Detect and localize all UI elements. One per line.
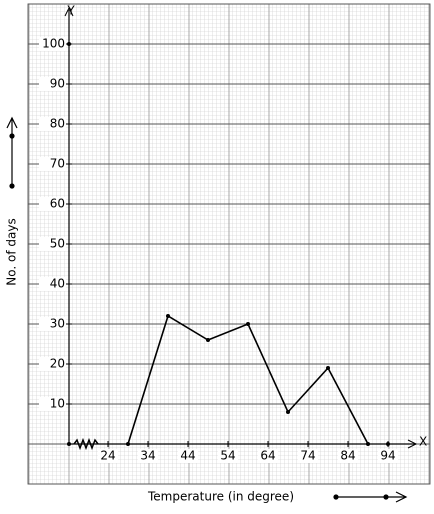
y-axis-name: Y	[66, 4, 75, 18]
point	[366, 442, 370, 446]
point	[286, 410, 290, 414]
point	[166, 314, 170, 318]
y-arrow	[64, 6, 74, 17]
label-bg	[39, 397, 66, 411]
y-tick-label: 60	[50, 197, 65, 211]
label-bg	[98, 449, 118, 463]
x-axis-name: X	[419, 435, 427, 449]
label-bg	[39, 117, 66, 131]
label-bg	[138, 449, 158, 463]
point	[246, 322, 250, 326]
x-arrow	[407, 439, 418, 449]
label-bg	[39, 237, 66, 251]
label-bg	[39, 37, 66, 51]
axis-dot	[386, 442, 390, 446]
major-grid	[28, 3, 430, 485]
point	[326, 366, 330, 370]
y-tick-label: 30	[50, 317, 65, 331]
y-tick-label: 40	[50, 277, 65, 291]
label-bg	[258, 449, 278, 463]
x-tick-label: 84	[340, 449, 355, 463]
y-tick-label: 70	[50, 157, 65, 171]
x-tick-label: 64	[260, 449, 275, 463]
label-bg	[39, 157, 66, 171]
label-bg	[298, 449, 318, 463]
label-bg	[39, 317, 66, 331]
origin-dot	[67, 442, 71, 446]
y-tick-label: 20	[50, 357, 65, 371]
label-bg	[39, 77, 66, 91]
x-tick-label: 54	[220, 449, 235, 463]
x-tick-label: 44	[180, 449, 195, 463]
axis-dot	[67, 42, 71, 46]
decor-arrows	[6, 116, 408, 503]
y-tick-label: 10	[50, 397, 65, 411]
label-bg	[338, 449, 358, 463]
x-tick-label: 94	[380, 449, 395, 463]
plot: X Y 10 20 30 40 50 60 70 80 90 100 24 34 44 54 64 74 84 94	[39, 4, 427, 463]
label-bg	[178, 449, 198, 463]
label-bg	[39, 277, 66, 291]
x-tick-label: 34	[140, 449, 155, 463]
label-bg	[218, 449, 238, 463]
point	[126, 442, 130, 446]
x-axis-label: Temperature (in degree)	[147, 490, 294, 504]
x-tick-label: 74	[300, 449, 315, 463]
y-tick-label: 100	[42, 37, 65, 51]
y-tick-label: 50	[50, 237, 65, 251]
y-tick-label: 90	[50, 77, 65, 91]
point	[206, 338, 210, 342]
x-tick-label: 24	[100, 449, 115, 463]
y-tick-label: 80	[50, 117, 65, 131]
label-bg	[39, 197, 66, 211]
label-bg	[39, 357, 66, 371]
label-bg	[378, 449, 398, 463]
y-axis-label: No. of days	[5, 218, 19, 285]
